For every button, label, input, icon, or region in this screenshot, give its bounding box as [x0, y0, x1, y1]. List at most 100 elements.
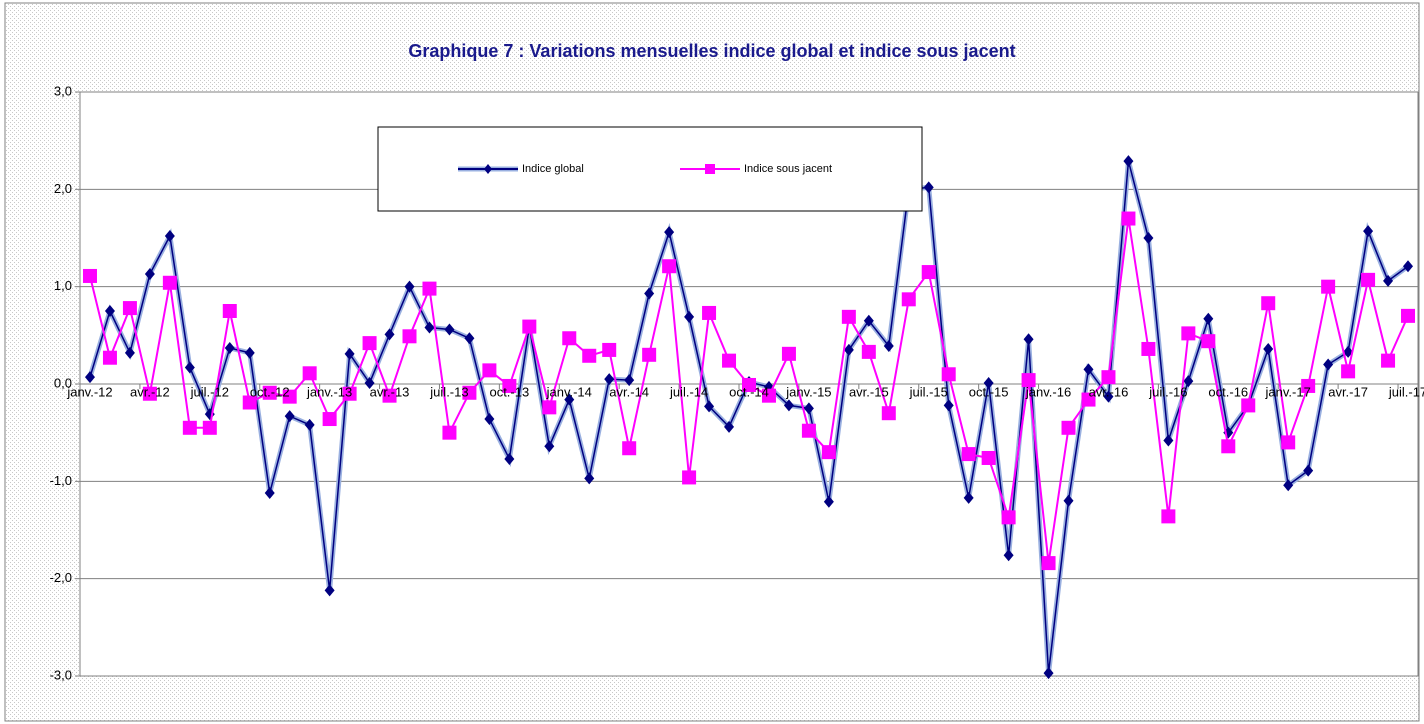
point [1181, 326, 1196, 341]
point [284, 410, 295, 423]
point [1303, 464, 1314, 477]
point [122, 301, 137, 316]
x-tick-label: oct.-14 [729, 384, 769, 399]
point [1383, 274, 1394, 287]
point [1003, 549, 1014, 562]
x-tick-label: juil.-14 [669, 384, 708, 399]
legend-label: Indice global [522, 163, 584, 175]
point [1201, 334, 1216, 349]
point [921, 265, 936, 280]
point [182, 420, 197, 435]
legend-marker [705, 164, 715, 174]
point [624, 374, 635, 387]
point [961, 447, 976, 462]
point [602, 342, 617, 357]
point [1161, 509, 1176, 524]
point [222, 304, 237, 318]
point [84, 371, 95, 384]
x-tick-label: oct.-12 [250, 384, 290, 399]
legend-marker [484, 164, 492, 174]
point [1281, 435, 1296, 450]
y-tick-label: -1,0 [50, 473, 72, 488]
point [622, 441, 637, 456]
point [1381, 353, 1396, 368]
point [582, 348, 597, 363]
point [242, 395, 257, 410]
point [382, 388, 397, 403]
y-tick-label: 2,0 [54, 181, 72, 196]
point [1103, 390, 1114, 403]
point [322, 412, 337, 427]
point [1203, 312, 1214, 325]
point [1083, 363, 1094, 376]
point [402, 329, 417, 344]
point [1263, 342, 1274, 355]
point [442, 425, 457, 440]
point [1023, 333, 1034, 346]
point [642, 347, 657, 362]
point [1143, 232, 1154, 244]
point [562, 331, 577, 346]
point [262, 385, 277, 400]
point [224, 341, 235, 354]
point [142, 386, 157, 401]
point [462, 385, 477, 400]
point [761, 388, 776, 403]
point [963, 491, 974, 504]
y-tick-label: 1,0 [54, 278, 72, 293]
point [522, 319, 537, 334]
point [684, 310, 695, 323]
point [783, 399, 794, 412]
point [662, 259, 677, 274]
point [1123, 155, 1134, 168]
x-tick-label: juil.-17 [1388, 384, 1424, 399]
y-tick-label: 0,0 [54, 375, 72, 390]
point [1321, 279, 1336, 294]
series [82, 155, 1416, 680]
point [342, 386, 357, 401]
x-tick-label: janv.-16 [1025, 384, 1071, 399]
point [821, 445, 836, 460]
point [604, 373, 615, 386]
point [324, 584, 335, 597]
point [484, 413, 495, 426]
point [244, 346, 255, 359]
point [404, 280, 415, 293]
point [384, 328, 395, 341]
point [584, 472, 595, 485]
x-tick-label: avr.-15 [849, 384, 889, 399]
point [1081, 392, 1096, 407]
x-tick-label: janv.-12 [66, 384, 112, 399]
point [1361, 272, 1376, 287]
y-tick-label: -2,0 [50, 570, 72, 585]
point [1101, 370, 1116, 385]
point [424, 321, 435, 334]
point [941, 367, 956, 382]
point [644, 287, 655, 300]
point [504, 452, 515, 465]
x-tick-label: avr.-12 [130, 384, 170, 399]
point [264, 487, 275, 500]
point [1063, 494, 1074, 507]
point [362, 336, 377, 351]
point [282, 389, 297, 404]
point [843, 343, 854, 356]
point [482, 363, 497, 378]
point [1121, 211, 1136, 226]
y-tick-label: -3,0 [50, 667, 72, 682]
point [781, 346, 796, 361]
x-tick-label: janv.-17 [1265, 384, 1311, 399]
point [1221, 439, 1236, 454]
point [1041, 556, 1056, 571]
point [883, 340, 894, 353]
x-tick-label: juil.-13 [429, 384, 468, 399]
point [344, 347, 355, 360]
point [823, 495, 834, 508]
point [1343, 345, 1354, 358]
point [162, 275, 177, 290]
x-tick-label: avr.-16 [1089, 384, 1129, 399]
x-tick-label: janv.-15 [785, 384, 831, 399]
point [664, 226, 675, 239]
point [901, 292, 916, 307]
